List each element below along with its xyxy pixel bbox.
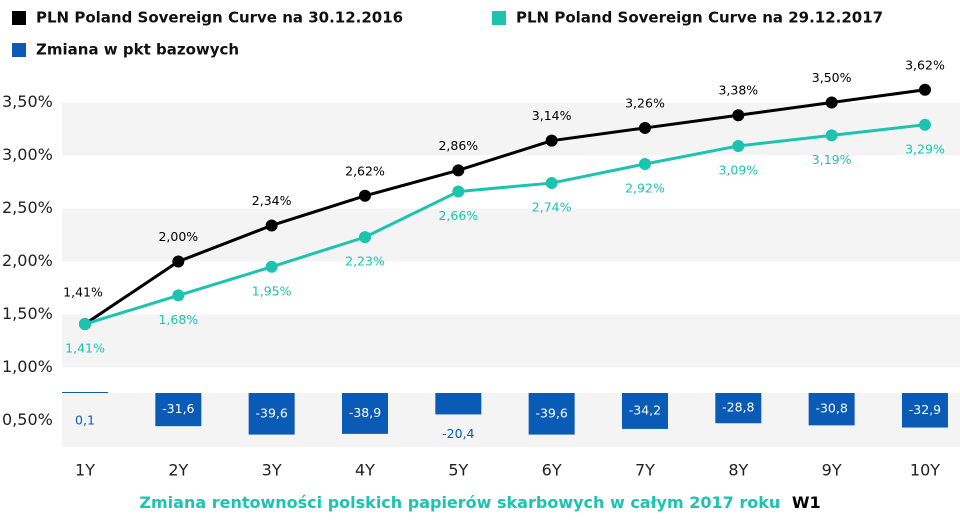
legend-label: PLN Poland Sovereign Curve na 29.12.2017 <box>516 9 883 27</box>
data-label: 1,41% <box>63 285 103 300</box>
y-tick-label: 2,00% <box>2 251 53 270</box>
data-label: -39,6 <box>535 405 567 420</box>
bar <box>621 393 668 429</box>
bar <box>528 393 575 435</box>
data-label: 2,34% <box>252 193 292 208</box>
band <box>62 314 960 368</box>
point <box>638 157 651 170</box>
data-label: -20,4 <box>442 426 474 441</box>
data-label: -34,2 <box>629 402 661 417</box>
y-tick-label: 1,00% <box>2 357 53 376</box>
line <box>84 123 926 326</box>
y-tick-label: 1,50% <box>2 304 53 323</box>
caption-tag: W1 <box>792 493 821 512</box>
point <box>545 134 558 147</box>
data-label: -28,8 <box>722 400 754 415</box>
x-tick-label: 1Y <box>75 461 95 480</box>
legend-label: PLN Poland Sovereign Curve na 30.12.2016 <box>36 9 403 27</box>
bar <box>715 393 762 424</box>
point <box>545 177 558 190</box>
data-label: 3,50% <box>812 70 852 85</box>
data-label: 2,92% <box>625 180 665 195</box>
data-label: 1,41% <box>65 341 105 356</box>
legend-swatch <box>492 11 506 25</box>
data-label: 3,38% <box>718 83 758 98</box>
caption-text: Zmiana rentowności polskich papierów ska… <box>139 493 780 512</box>
y-tick-label: 2,50% <box>2 198 53 217</box>
data-label: 1,95% <box>252 283 292 298</box>
data-label: 2,66% <box>438 208 478 223</box>
point <box>825 129 838 142</box>
data-label: -30,8 <box>815 401 847 416</box>
caption: Zmiana rentowności polskich papierów ska… <box>139 493 820 512</box>
data-label: 2,23% <box>345 254 385 269</box>
x-tick-label: 6Y <box>542 461 562 480</box>
data-label: -31,6 <box>162 401 194 416</box>
bar <box>435 393 482 415</box>
point <box>732 139 745 152</box>
bar <box>341 393 388 434</box>
x-tick-label: 5Y <box>448 461 468 480</box>
bar <box>808 393 855 426</box>
bar <box>248 393 295 435</box>
data-label: 0,1 <box>75 413 95 428</box>
point <box>918 118 931 131</box>
bar <box>901 393 948 428</box>
data-label: 1,68% <box>158 312 198 327</box>
legend-swatch <box>12 11 26 25</box>
x-tick-label: 10Y <box>910 461 940 480</box>
x-tick-label: 9Y <box>822 461 842 480</box>
line <box>84 88 926 326</box>
data-label: 3,14% <box>532 108 572 123</box>
bar <box>155 393 202 427</box>
point <box>825 96 838 109</box>
data-label: -38,9 <box>349 405 381 420</box>
y-tick-label: 3,00% <box>2 145 53 164</box>
point <box>172 289 185 302</box>
point <box>638 121 651 134</box>
data-label: 2,62% <box>345 163 385 178</box>
x-tick-label: 4Y <box>355 461 375 480</box>
point <box>732 109 745 122</box>
point <box>358 231 371 244</box>
point <box>265 260 278 273</box>
data-label: 3,62% <box>905 57 945 72</box>
band <box>62 102 960 156</box>
data-label: 3,19% <box>812 152 852 167</box>
data-label: 2,00% <box>158 229 198 244</box>
point <box>918 83 931 96</box>
legend-swatch <box>12 43 26 57</box>
data-label: 3,29% <box>905 141 945 156</box>
data-label: 2,86% <box>438 138 478 153</box>
y-tick-label: 3,50% <box>2 92 53 111</box>
point <box>358 189 371 202</box>
x-tick-label: 7Y <box>635 461 655 480</box>
band <box>62 208 960 262</box>
legend-label: Zmiana w pkt bazowych <box>36 41 239 59</box>
point <box>452 164 465 177</box>
x-tick-label: 2Y <box>168 461 188 480</box>
x-tick-label: 3Y <box>262 461 282 480</box>
data-label: -39,6 <box>255 405 287 420</box>
point <box>79 318 91 331</box>
point <box>452 185 465 198</box>
data-label: 3,09% <box>718 162 758 177</box>
point <box>265 219 278 232</box>
x-tick-label: 8Y <box>728 461 748 480</box>
data-label: -32,9 <box>909 402 941 417</box>
data-label: 3,26% <box>625 95 665 110</box>
y-tick-label: 0,50% <box>2 410 53 429</box>
bar <box>62 392 108 393</box>
point <box>172 255 185 268</box>
data-label: 2,74% <box>532 200 572 215</box>
